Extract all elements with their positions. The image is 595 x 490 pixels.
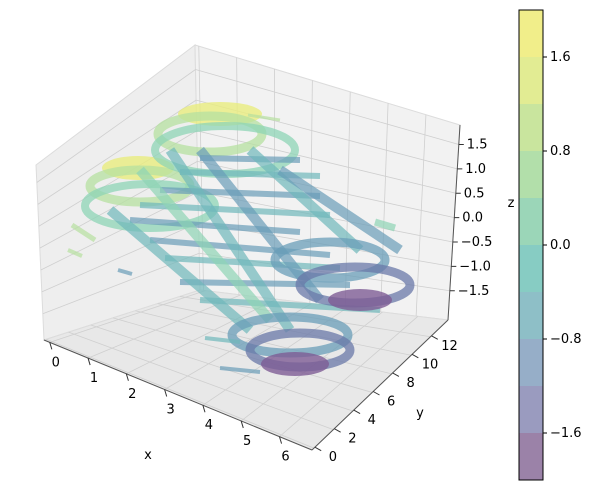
z-tick-label: −1.5 <box>458 284 490 299</box>
y-tick-mark <box>314 446 322 452</box>
z-axis-label: z <box>508 196 515 211</box>
colorbar-segment <box>519 386 543 433</box>
y-tick-label: 2 <box>348 432 356 447</box>
contour-band-23 <box>328 289 392 311</box>
y-tick-label: 8 <box>406 376 414 391</box>
x-tick-mark <box>278 436 283 444</box>
x-tick-label: 5 <box>243 434 251 449</box>
contour-band-31 <box>219 366 261 374</box>
colorbar-segment <box>519 245 543 292</box>
z-tick-label: −0.5 <box>461 235 493 250</box>
y-tick-mark <box>431 335 439 340</box>
colorbar-segment <box>519 57 543 104</box>
contour-band-28 <box>67 248 83 258</box>
contour-band-20 <box>106 206 254 334</box>
x-tick-label: 4 <box>205 418 213 433</box>
contour-band-29 <box>247 113 281 122</box>
colorbar-tick-label: 1.6 <box>550 50 571 65</box>
x-tick-label: 2 <box>128 387 136 402</box>
contour-band-13 <box>179 169 321 179</box>
colorbar-segment <box>519 292 543 339</box>
z-ticks: 1.5 1.0 0.5 0.0 −0.5 −1.0 −1.5 <box>449 138 493 299</box>
y-tick-mark <box>392 372 400 377</box>
x-ticks: 0 1 2 3 4 5 6 <box>49 342 290 465</box>
colorbar-segment <box>519 433 543 480</box>
x-axis-line <box>43 339 313 451</box>
colorbar-tick-label: 0.8 <box>550 144 571 159</box>
x-tick-label: 3 <box>166 403 174 418</box>
y-axis-label: y <box>416 406 424 421</box>
colorbar-tick-label: −1.6 <box>550 426 582 441</box>
colorbar-segment <box>519 198 543 245</box>
y-tick-mark <box>353 409 361 415</box>
contour-band-19 <box>277 165 403 255</box>
x-tick-label: 1 <box>90 371 98 386</box>
z-tick-label: 1.0 <box>465 162 486 177</box>
y-tick-mark <box>334 428 341 433</box>
x-tick-label: 6 <box>281 450 289 465</box>
y-tick-label: 10 <box>422 357 439 372</box>
contour-band-14 <box>199 155 301 163</box>
colorbar-tick-label: 0.0 <box>550 238 571 253</box>
y-tick-mark <box>411 353 419 359</box>
x-tick-mark <box>164 389 168 397</box>
contour-band-33 <box>117 268 133 276</box>
contour-band-7 <box>164 255 341 271</box>
x-tick-mark <box>240 420 244 429</box>
colorbar-tick-label: −0.8 <box>550 332 582 347</box>
contour-band-26 <box>261 352 329 376</box>
x-tick-mark <box>125 373 129 381</box>
colorbar-segment <box>519 339 543 386</box>
y-tick-label: 12 <box>441 339 458 354</box>
contour-bands <box>67 102 415 376</box>
contour-band-21 <box>270 237 390 283</box>
y-tick-mark <box>372 391 380 396</box>
z-tick-label: −1.0 <box>459 259 491 274</box>
y-tick-label: 4 <box>368 413 376 428</box>
contour-band-2 <box>153 111 267 157</box>
x-tick-mark <box>202 405 206 413</box>
contour-band-18 <box>246 146 364 254</box>
contour-band-32 <box>204 336 241 344</box>
colorbar: 1.6 0.8 0.0 −0.8 −1.6 <box>518 9 582 481</box>
x-tick-label: 0 <box>52 355 60 370</box>
z-tick-label: 1.5 <box>467 138 488 153</box>
colorbar-segment <box>519 151 543 198</box>
x-axis-label: x <box>144 448 152 463</box>
contour-band-15 <box>165 147 295 333</box>
contour-band-30 <box>373 218 397 232</box>
colorbar-segment <box>519 10 543 57</box>
z-axis-line <box>447 124 461 321</box>
z-tick-label: 0.0 <box>462 211 483 226</box>
contour-band-17 <box>136 166 274 324</box>
colorbar-segment <box>519 104 543 151</box>
x-tick-mark <box>49 342 53 350</box>
x-tick-mark <box>87 357 91 366</box>
y-tick-label: 6 <box>387 395 395 410</box>
contour-band-27 <box>70 222 97 243</box>
y-tick-label: 0 <box>329 450 337 465</box>
z-tick-label: 0.5 <box>464 186 485 201</box>
